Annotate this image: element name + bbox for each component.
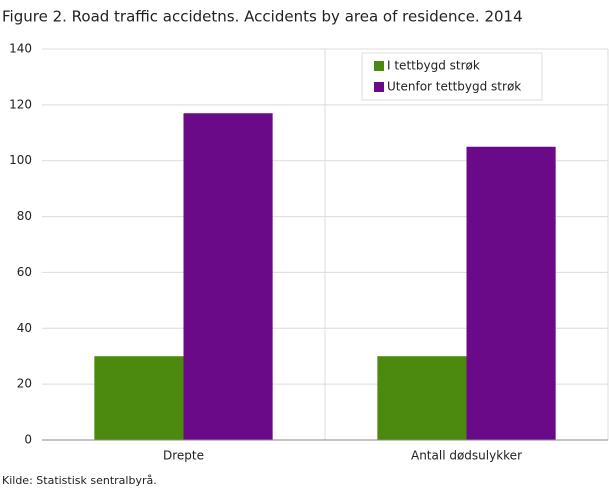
bar	[94, 356, 184, 440]
legend-swatch	[374, 82, 384, 92]
bar	[377, 356, 467, 440]
legend-label: I tettbygd strøk	[387, 59, 480, 73]
y-tick-label: 60	[17, 265, 32, 279]
source-note: Kilde: Statistisk sentralbyrå.	[2, 474, 157, 487]
y-tick-label: 120	[9, 97, 32, 111]
legend-box	[361, 52, 543, 101]
y-tick-label: 100	[9, 153, 32, 167]
chart-title: Figure 2. Road traffic accidetns. Accide…	[2, 8, 523, 26]
y-tick-label: 80	[17, 209, 32, 223]
legend-label: Utenfor tettbygd strøk	[387, 80, 521, 94]
x-tick-label: Antall dødsulykker	[411, 449, 522, 463]
y-tick-label: 40	[17, 321, 32, 335]
y-tick-label: 20	[17, 377, 32, 391]
y-tick-label: 0	[24, 433, 32, 447]
y-tick-label: 140	[9, 42, 32, 56]
x-tick-label: Drepte	[163, 449, 204, 463]
bar	[466, 146, 556, 440]
bar	[183, 113, 273, 440]
legend-swatch	[374, 61, 384, 71]
